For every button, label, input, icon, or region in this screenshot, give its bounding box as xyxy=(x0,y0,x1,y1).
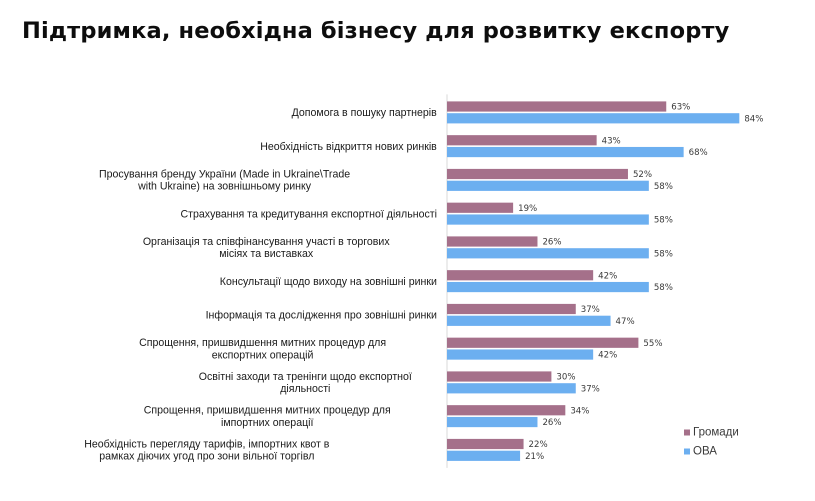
category-label: Освітні заходи та тренінги щодо експортн… xyxy=(199,371,412,395)
legend-label: ОВА xyxy=(693,446,717,458)
category-label: Просування бренду України (Made in Ukrai… xyxy=(99,168,350,192)
chart-title: Підтримка, необхідна бізнесу для розвитк… xyxy=(22,18,730,44)
legend-item-hromady: Громади xyxy=(684,427,739,439)
value-label-hromady: 30% xyxy=(556,373,575,383)
value-label-ova: 42% xyxy=(598,351,617,361)
bar-ova xyxy=(447,450,521,461)
bar-hromady xyxy=(447,270,594,281)
bar-hromady xyxy=(447,371,552,382)
bar-ova xyxy=(447,113,740,124)
category-label: Інформація та дослідження про зовнішні р… xyxy=(206,310,437,322)
bar-hromady xyxy=(447,337,639,348)
category-label: Спрощення, пришвидшення митних процедур … xyxy=(139,337,386,361)
value-label-hromady: 22% xyxy=(529,440,548,450)
value-label-hromady: 34% xyxy=(570,406,589,416)
bar-ova xyxy=(447,248,649,259)
category-label: Спрощення, пришвидшення митних процедур … xyxy=(144,405,391,429)
bar-hromady xyxy=(447,303,576,315)
bar-ova xyxy=(447,416,538,428)
value-label-hromady: 55% xyxy=(643,339,662,349)
bar-ova xyxy=(447,214,649,225)
value-label-ova: 21% xyxy=(525,452,544,462)
value-label-ova: 26% xyxy=(542,418,561,428)
bar-hromady xyxy=(447,135,597,146)
value-label-hromady: 42% xyxy=(598,271,617,281)
value-label-ova: 58% xyxy=(654,216,673,226)
bar-ova xyxy=(447,315,611,326)
value-label-ova: 37% xyxy=(581,384,600,394)
value-label-ova: 84% xyxy=(744,114,763,124)
value-label-hromady: 63% xyxy=(671,103,690,113)
bar-ova xyxy=(447,180,649,191)
bar-hromady xyxy=(447,236,538,247)
value-label-ova: 68% xyxy=(689,148,708,158)
value-label-hromady: 37% xyxy=(581,305,600,315)
category-label: Страхування та кредитування експортної д… xyxy=(181,208,438,220)
category-label: Консультації щодо виходу на зовнішні рин… xyxy=(220,276,437,288)
legend-swatch xyxy=(684,429,690,436)
bar-ova xyxy=(447,146,684,158)
bar-ova xyxy=(447,349,594,360)
bar-hromady xyxy=(447,202,514,213)
legend-swatch xyxy=(684,448,690,455)
bar-ova xyxy=(447,281,649,293)
value-label-hromady: 52% xyxy=(633,170,652,180)
bar-hromady xyxy=(447,168,628,180)
value-label-ova: 58% xyxy=(654,249,673,259)
value-label-hromady: 43% xyxy=(602,136,621,146)
legend-item-ova: ОВА xyxy=(684,446,717,458)
bar-hromady xyxy=(447,405,566,416)
bar-ova xyxy=(447,383,576,394)
bar-hromady xyxy=(447,438,524,450)
value-label-ova: 58% xyxy=(654,182,673,192)
value-label-hromady: 19% xyxy=(518,204,537,214)
bar-hromady xyxy=(447,101,667,112)
value-label-ova: 47% xyxy=(616,317,635,327)
legend-label: Громади xyxy=(693,427,739,439)
category-label: Необхідність перегляду тарифів, імпортни… xyxy=(84,438,330,462)
category-label: Організація та співфінансування участі в… xyxy=(143,236,391,260)
value-label-ova: 58% xyxy=(654,283,673,293)
value-label-hromady: 26% xyxy=(542,238,561,248)
category-label: Допомога в пошуку партнерів xyxy=(292,107,438,119)
category-label: Необхідність відкриття нових ринків xyxy=(260,141,437,153)
